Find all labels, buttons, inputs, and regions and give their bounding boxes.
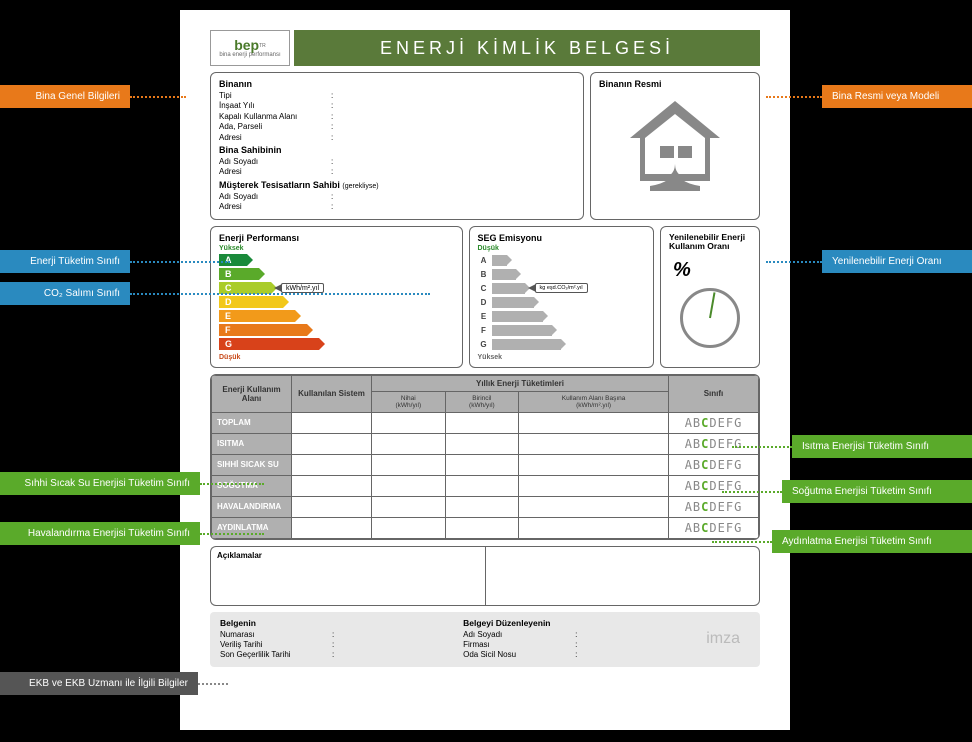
field-row: Adı Soyadı: xyxy=(463,630,706,640)
notes-box: Açıklamalar xyxy=(210,546,760,606)
field-row: Son Geçerlilik Tarihi: xyxy=(220,650,463,660)
footer-duzenleyen: Belgeyi Düzenleyenin Adı Soyadı:Firması:… xyxy=(463,618,706,661)
seg-title: SEG Emisyonu xyxy=(478,233,646,243)
field-row: Kapalı Kullanma Alanı: xyxy=(219,112,575,122)
perf-pointer: kWh/m².yıl xyxy=(281,283,324,293)
field-row: Numarası: xyxy=(220,630,463,640)
house-icon xyxy=(599,91,751,196)
building-info-box: Binanın Tipi:İnşaat Yılı:Kapalı Kullanma… xyxy=(210,72,584,220)
header: bepTR bina enerji performansı ENERJİ KİM… xyxy=(210,30,760,66)
energy-class-G: G xyxy=(219,338,454,351)
field-row: Veriliş Tarihi: xyxy=(220,640,463,650)
field-row: Firması: xyxy=(463,640,706,650)
field-row: Tipi: xyxy=(219,91,575,101)
callout-label: CO₂ Salımı Sınıfı xyxy=(0,282,130,305)
callout-label: Aydınlatma Enerjisi Tüketim Sınıfı xyxy=(772,530,972,553)
callout-label: Enerji Tüketim Sınıfı xyxy=(0,250,130,273)
table-row: AYDINLATMAABCDEFG xyxy=(212,517,759,538)
certificate-document: bepTR bina enerji performansı ENERJİ KİM… xyxy=(180,10,790,730)
section-sahib-title: Bina Sahibinin xyxy=(219,145,575,155)
percent-symbol: % xyxy=(673,259,751,282)
callout-label: Sıhhi Sıcak Su Enerjisi Tüketim Sınıfı xyxy=(0,472,200,495)
seg-class-G: G xyxy=(478,338,646,351)
callout-label: Bina Genel Bilgileri xyxy=(0,85,130,108)
energy-class-A: A xyxy=(219,254,454,267)
dial-icon xyxy=(680,288,740,348)
perf-title: Enerji Performansı xyxy=(219,233,454,243)
table-row: ISITMAABCDEFG xyxy=(212,433,759,454)
field-row: İnşaat Yılı: xyxy=(219,101,575,111)
seg-class-F: F xyxy=(478,324,646,337)
table-row: TOPLAMABCDEFG xyxy=(212,412,759,433)
consumption-table: Enerji Kullanım Alanı Kullanılan Sistem … xyxy=(210,374,760,540)
footer-belgenin: Belgenin Numarası:Veriliş Tarihi:Son Geç… xyxy=(220,618,463,661)
seg-class-B: B xyxy=(478,268,646,281)
energy-class-B: B xyxy=(219,268,454,281)
logo-text: bep xyxy=(234,37,259,53)
section-musterek-title: Müşterek Tesisatların Sahibi (gerekliyse… xyxy=(219,180,575,190)
table-row: HAVALANDIRMAABCDEFG xyxy=(212,496,759,517)
seg-class-C: Ckg eşd.CO₂/m².yıl xyxy=(478,282,646,295)
field-row: Adresi: xyxy=(219,202,575,212)
energy-performance-box: Enerji Performansı Yüksek ABCkWh/m².yılD… xyxy=(210,226,463,368)
callout-label: Havalandırma Enerjisi Tüketim Sınıfı xyxy=(0,522,200,545)
table-row: SIHHİ SICAK SUABCDEFG xyxy=(212,454,759,475)
energy-class-F: F xyxy=(219,324,454,337)
field-row: Oda Sicil Nosu: xyxy=(463,650,706,660)
callout-label: Bina Resmi veya Modeli xyxy=(822,85,972,108)
seg-class-E: E xyxy=(478,310,646,323)
bep-logo: bepTR bina enerji performansı xyxy=(210,30,290,66)
energy-class-E: E xyxy=(219,310,454,323)
building-image-box: Binanın Resmi xyxy=(590,72,760,220)
signature-placeholder: imza xyxy=(706,630,750,648)
field-row: Adı Soyadı: xyxy=(219,192,575,202)
renew-title: Yenilenebilir Enerji Kullanım Oranı xyxy=(669,233,751,252)
section-resim-title: Binanın Resmi xyxy=(599,79,751,89)
field-row: Adı Soyadı: xyxy=(219,157,575,167)
notes-title: Açıklamalar xyxy=(210,546,485,606)
footer: Belgenin Numarası:Veriliş Tarihi:Son Geç… xyxy=(210,612,760,667)
document-title: ENERJİ KİMLİK BELGESİ xyxy=(294,30,760,66)
field-row: Ada, Parseli: xyxy=(219,122,575,132)
callout-label: Yenilenebilir Enerji Oranı xyxy=(822,250,972,273)
energy-class-D: D xyxy=(219,296,454,309)
seg-class-A: A xyxy=(478,254,646,267)
callout-label: Isıtma Enerjisi Tüketim Sınıfı xyxy=(792,435,972,458)
section-binanin-title: Binanın xyxy=(219,79,575,89)
seg-pointer: kg eşd.CO₂/m².yıl xyxy=(535,283,588,293)
seg-emission-box: SEG Emisyonu Düşük ABCkg eşd.CO₂/m².yılD… xyxy=(469,226,655,368)
callout-label: Soğutma Enerjisi Tüketim Sınıfı xyxy=(782,480,972,503)
renewable-box: Yenilenebilir Enerji Kullanım Oranı % xyxy=(660,226,760,368)
field-row: Adresi: xyxy=(219,133,575,143)
callout-label: EKB ve EKB Uzmanı ile İlgili Bilgiler xyxy=(0,672,198,695)
field-row: Adresi: xyxy=(219,167,575,177)
table-row: SOĞUTMAABCDEFG xyxy=(212,475,759,496)
seg-class-D: D xyxy=(478,296,646,309)
